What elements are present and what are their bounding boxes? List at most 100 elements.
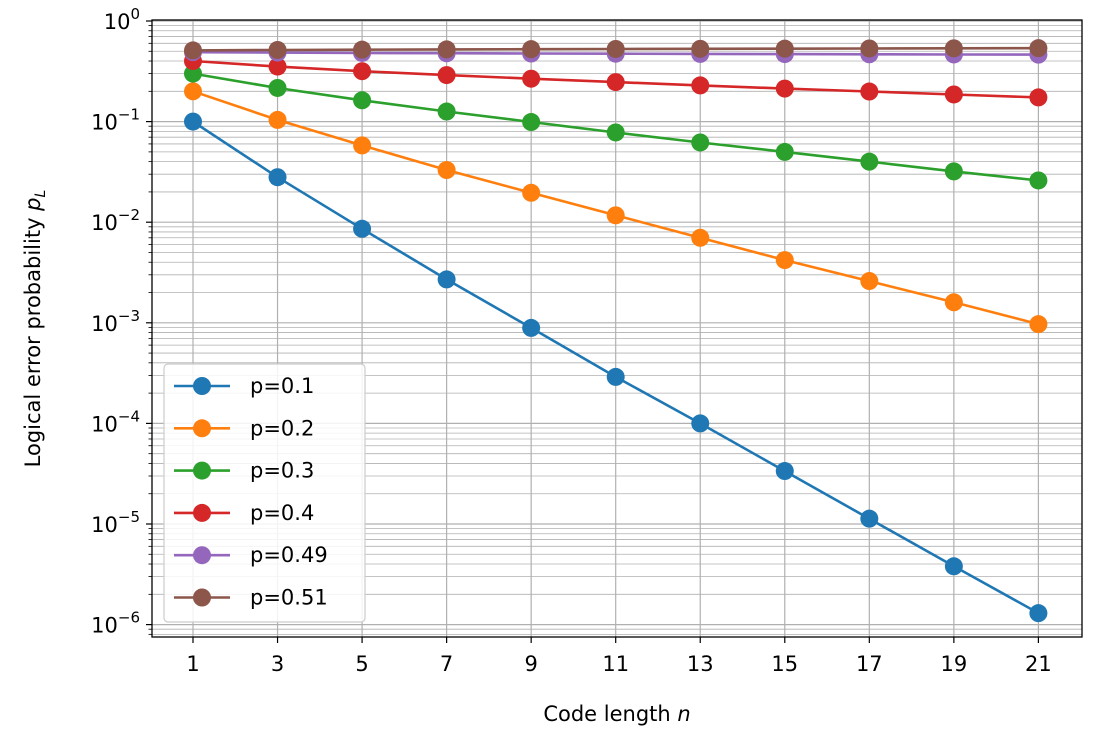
y-tick-label-base: 10: [91, 312, 118, 336]
x-axis-label-variable: n: [677, 702, 690, 726]
data-point: [944, 39, 963, 58]
data-point: [353, 136, 372, 155]
data-point: [775, 142, 794, 161]
axis-ticks: 1 3 5 7 9 11 13 15 17 19 2110010−110−210−310−410−5…: [91, 5, 1052, 676]
data-point: [860, 39, 879, 58]
x-axis-label-text: Code length: [543, 702, 677, 726]
data-point: [522, 318, 541, 337]
y-tick-label-exponent: 0: [130, 5, 140, 23]
y-tick-label: 10−4: [91, 407, 140, 436]
data-point: [184, 64, 202, 83]
y-tick-label: 10−5: [91, 508, 140, 537]
data-point: [437, 40, 456, 59]
data-point: [268, 78, 287, 97]
x-tick-label: 3: [271, 652, 284, 676]
legend-item: p=0.49: [174, 543, 328, 567]
legend-marker: [193, 377, 211, 395]
data-point: [268, 110, 287, 129]
plot-series: [184, 39, 1048, 623]
y-tick-label: 10−6: [91, 609, 140, 638]
x-tick-label: 13: [687, 652, 714, 676]
y-tick-label-exponent: −5: [118, 508, 140, 526]
legend: p=0.1 p=0.2 p=0.3 p=0.4 p=0.49 p=0.51: [163, 363, 366, 623]
x-axis-label: Code length n: [543, 702, 690, 726]
y-tick-label-base: 10: [91, 513, 118, 537]
y-axis-label-subscript: L: [33, 190, 49, 198]
data-point: [860, 82, 879, 101]
y-tick-label-exponent: −6: [118, 609, 140, 627]
legend-label: p=0.51: [250, 586, 328, 610]
legend-item: p=0.1: [174, 374, 314, 398]
data-point: [1029, 171, 1048, 190]
y-tick-label: 10−1: [91, 106, 140, 135]
data-point: [944, 557, 963, 576]
x-tick-label: 9: [524, 652, 537, 676]
y-tick-label: 100: [104, 5, 140, 34]
data-point: [522, 40, 541, 59]
legend-marker: [193, 503, 211, 522]
y-tick-label-exponent: −2: [118, 206, 140, 224]
y-axis-label: Logical error probability pL: [21, 190, 49, 468]
legend-label: p=0.1: [250, 374, 314, 398]
legend-box: [163, 363, 366, 623]
x-tick-label: 21: [1025, 652, 1052, 676]
data-point: [184, 112, 202, 131]
series-p-0-1: [184, 112, 1048, 623]
legend-item: p=0.4: [174, 501, 314, 525]
y-tick-label-base: 10: [91, 111, 118, 135]
legend-marker: [193, 546, 211, 565]
series-p-0-2: [184, 82, 1048, 334]
series-p-0-4: [184, 52, 1048, 107]
y-tick-label-base: 10: [91, 412, 118, 436]
data-point: [860, 272, 879, 291]
data-point: [944, 293, 963, 312]
data-point: [944, 162, 963, 181]
data-point: [606, 123, 625, 142]
y-tick-label: 10−3: [91, 307, 140, 336]
y-tick-label-base: 10: [104, 10, 131, 34]
x-tick-label: 19: [940, 652, 967, 676]
data-point: [437, 270, 456, 289]
data-point: [606, 39, 625, 58]
data-point: [606, 206, 625, 225]
y-tick-label-exponent: −3: [118, 307, 140, 325]
data-point: [268, 40, 287, 59]
data-point: [691, 414, 710, 433]
data-point: [691, 228, 710, 247]
y-tick-label: 10−2: [91, 206, 140, 235]
series-p-0-3: [184, 64, 1048, 190]
x-tick-label: 7: [440, 652, 453, 676]
y-tick-label-base: 10: [91, 211, 118, 235]
data-point: [268, 168, 287, 187]
data-point: [522, 69, 541, 88]
x-tick-label: 1: [186, 652, 199, 676]
legend-label: p=0.2: [250, 416, 314, 440]
x-tick-label: 15: [771, 652, 798, 676]
y-tick-label-exponent: −4: [118, 407, 140, 425]
x-tick-label: 11: [602, 652, 629, 676]
legend-item: p=0.3: [174, 459, 314, 483]
legend-marker: [193, 461, 211, 480]
data-point: [353, 62, 372, 81]
series-p-0-51: [184, 39, 1048, 60]
y-tick-label-base: 10: [91, 614, 118, 638]
data-point: [775, 462, 794, 481]
legend-label: p=0.49: [250, 543, 328, 567]
y-tick-label-exponent: −1: [118, 106, 140, 124]
data-point: [353, 219, 372, 238]
data-point: [860, 152, 879, 171]
legend-item: p=0.51: [174, 586, 328, 610]
data-point: [184, 41, 202, 60]
legend-item: p=0.2: [174, 416, 314, 440]
data-point: [691, 39, 710, 58]
data-point: [437, 66, 456, 85]
data-point: [775, 39, 794, 58]
data-point: [437, 102, 456, 121]
data-point: [1029, 39, 1048, 58]
data-point: [691, 133, 710, 152]
data-point: [775, 79, 794, 98]
data-point: [353, 40, 372, 59]
data-point: [1029, 88, 1048, 107]
legend-marker: [193, 419, 211, 438]
